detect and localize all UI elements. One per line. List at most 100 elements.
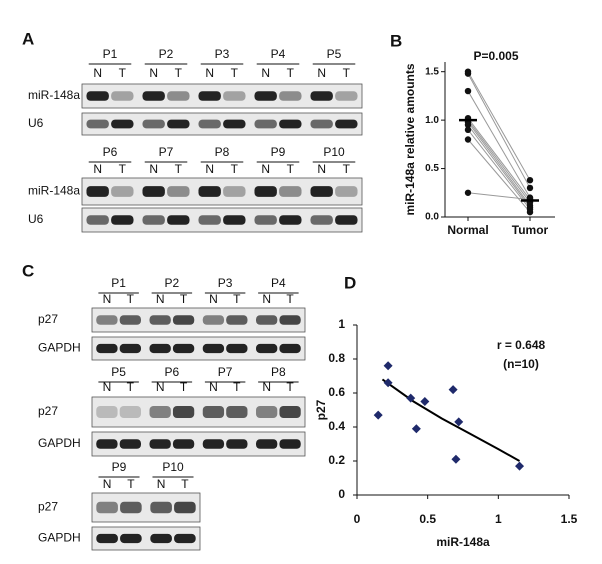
band xyxy=(86,215,109,225)
point xyxy=(526,208,534,216)
row-label: GAPDH xyxy=(38,531,81,545)
band xyxy=(142,215,165,225)
band xyxy=(254,91,277,101)
x-tick-label: 1.5 xyxy=(561,512,578,526)
band xyxy=(198,215,221,225)
patient-label: P5 xyxy=(111,365,126,379)
band xyxy=(254,215,277,225)
y-tick-label: 1.0 xyxy=(425,115,439,126)
band xyxy=(86,119,109,129)
point xyxy=(464,70,472,77)
band xyxy=(310,186,333,197)
band xyxy=(198,91,221,101)
pair-line xyxy=(467,71,531,181)
lane-label: T xyxy=(180,380,188,394)
x-tick-label: 1 xyxy=(495,512,502,526)
band xyxy=(256,439,278,449)
pair-line xyxy=(467,192,531,201)
band xyxy=(335,186,358,197)
band xyxy=(335,91,358,101)
y-tick-label: 0.5 xyxy=(425,163,439,174)
band xyxy=(172,406,195,418)
row-label: GAPDH xyxy=(38,436,81,450)
x-tick-label: 0 xyxy=(354,512,361,526)
point xyxy=(411,424,421,434)
point xyxy=(464,87,472,95)
patient-label: P2 xyxy=(165,276,180,290)
y-axis-label: p27 xyxy=(314,399,328,420)
blot-strip xyxy=(81,112,363,136)
point xyxy=(526,176,534,184)
patient-label: P8 xyxy=(271,365,286,379)
y-tick-label: 0.4 xyxy=(328,419,345,433)
band xyxy=(150,501,172,514)
lane-label: N xyxy=(103,292,112,306)
band xyxy=(167,215,190,225)
lane-label: T xyxy=(175,162,183,176)
point xyxy=(464,189,472,196)
lane-label: N xyxy=(261,66,270,80)
band xyxy=(120,501,142,514)
pair-line xyxy=(467,90,531,198)
band xyxy=(96,501,118,514)
band xyxy=(202,343,225,354)
lane-label: N xyxy=(209,380,218,394)
band xyxy=(149,406,171,418)
lane-label: T xyxy=(181,477,189,491)
lane-label: N xyxy=(149,162,158,176)
row-label: miR-148a xyxy=(28,88,80,102)
band xyxy=(279,91,302,101)
band xyxy=(223,91,246,101)
patient-label: P5 xyxy=(327,47,342,61)
point xyxy=(464,126,472,134)
band xyxy=(150,533,172,544)
point xyxy=(383,378,393,388)
band xyxy=(120,533,142,544)
lane-label: N xyxy=(262,380,271,394)
band xyxy=(172,315,195,325)
x-tick-label: Normal xyxy=(447,223,488,237)
band xyxy=(111,186,134,197)
lane-label: N xyxy=(156,292,165,306)
band xyxy=(96,439,118,449)
band xyxy=(202,315,225,325)
lane-label: N xyxy=(157,477,166,491)
point xyxy=(464,121,472,129)
lane-label: N xyxy=(317,162,326,176)
row-label: p27 xyxy=(38,500,58,514)
band xyxy=(86,186,109,197)
lane-label: N xyxy=(209,292,218,306)
band xyxy=(111,215,134,225)
band xyxy=(335,119,358,129)
band xyxy=(167,119,190,129)
lane-label: T xyxy=(343,66,351,80)
lane-label: T xyxy=(119,162,127,176)
lane-label: N xyxy=(317,66,326,80)
panel-label: C xyxy=(22,261,34,280)
panel-label: B xyxy=(390,31,402,50)
band xyxy=(149,439,171,449)
band xyxy=(149,315,171,325)
lane-label: N xyxy=(205,162,214,176)
band xyxy=(149,343,171,354)
patient-label: P9 xyxy=(112,460,127,474)
band xyxy=(119,406,141,418)
x-axis-label: miR-148a xyxy=(436,535,490,549)
row-label: U6 xyxy=(28,212,44,226)
lane-label: T xyxy=(180,292,188,306)
panel-label: D xyxy=(344,273,356,292)
band xyxy=(279,315,301,325)
row-label: U6 xyxy=(28,116,44,130)
patient-label: P8 xyxy=(215,145,230,159)
band xyxy=(254,119,277,129)
band xyxy=(198,119,221,129)
lane-label: N xyxy=(103,380,112,394)
blot-strip xyxy=(91,396,306,428)
y-tick-label: 1.5 xyxy=(425,66,439,77)
band xyxy=(310,215,333,225)
x-tick-label: Tumor xyxy=(512,223,549,237)
band xyxy=(279,119,302,129)
point xyxy=(383,361,393,371)
patient-label: P4 xyxy=(271,276,286,290)
